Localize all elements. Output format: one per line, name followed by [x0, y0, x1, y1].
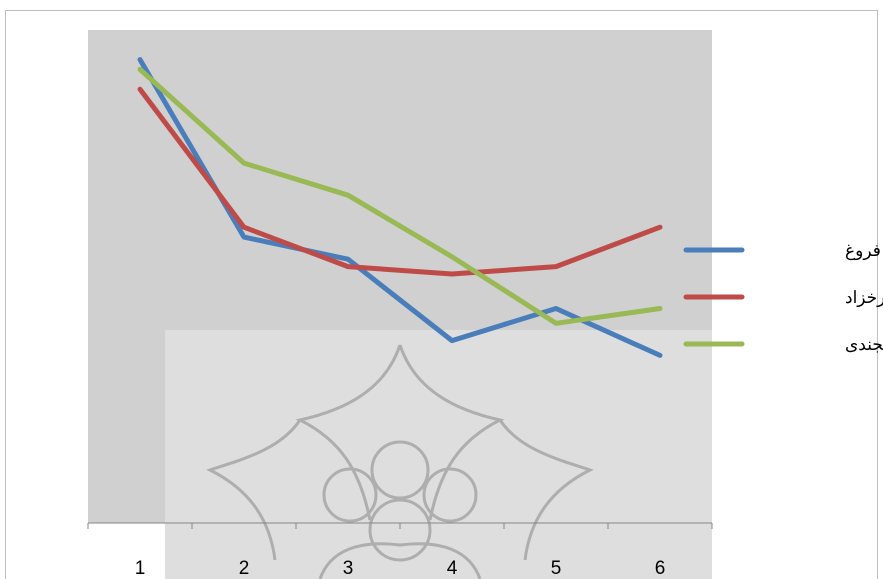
x-tick-label: 6: [655, 558, 666, 579]
x-axis-labels: 1 2 3 4 5 6: [135, 558, 666, 579]
series-line-2: [137, 86, 663, 277]
series-lines: [137, 57, 663, 358]
chart-frame: [5, 10, 878, 579]
series-line-3: [137, 66, 663, 326]
logo-watermark: [206, 344, 594, 579]
watermark-panel: [165, 330, 712, 579]
legend-label: خالده فروغ: [845, 241, 883, 261]
x-tick-label: 2: [239, 558, 250, 579]
legend: خالده فروغ فروغ فرخزاد فرزانه خجندی: [683, 241, 883, 355]
legend-item-1: خالده فروغ: [683, 241, 883, 261]
x-tick-label: 1: [135, 558, 146, 579]
x-axis-ticks: [87, 523, 713, 529]
x-tick-label: 3: [343, 558, 354, 579]
x-tick-label: 5: [551, 558, 562, 579]
x-tick-label: 4: [447, 558, 458, 579]
legend-label: فروغ فرخزاد: [845, 288, 883, 308]
legend-label: فرزانه خجندی: [845, 335, 883, 355]
legend-item-3: فرزانه خجندی: [683, 335, 883, 355]
legend-item-2: فروغ فرخزاد: [683, 288, 883, 308]
